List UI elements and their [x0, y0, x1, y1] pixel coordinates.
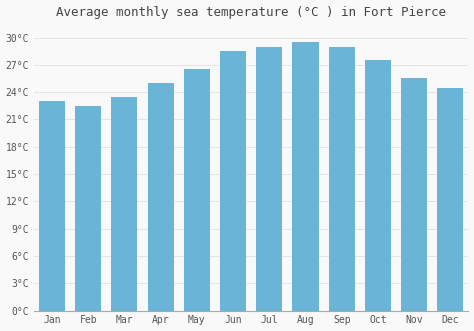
- Bar: [438, 88, 464, 310]
- Title: Average monthly sea temperature (°C ) in Fort Pierce: Average monthly sea temperature (°C ) in…: [56, 6, 446, 19]
- Bar: [256, 47, 283, 310]
- Bar: [147, 83, 173, 310]
- Bar: [75, 106, 101, 310]
- Bar: [365, 60, 391, 310]
- Bar: [292, 42, 319, 310]
- Bar: [111, 97, 137, 310]
- Bar: [328, 47, 355, 310]
- Bar: [184, 70, 210, 310]
- Bar: [401, 78, 427, 310]
- Bar: [39, 101, 65, 310]
- Bar: [220, 51, 246, 310]
